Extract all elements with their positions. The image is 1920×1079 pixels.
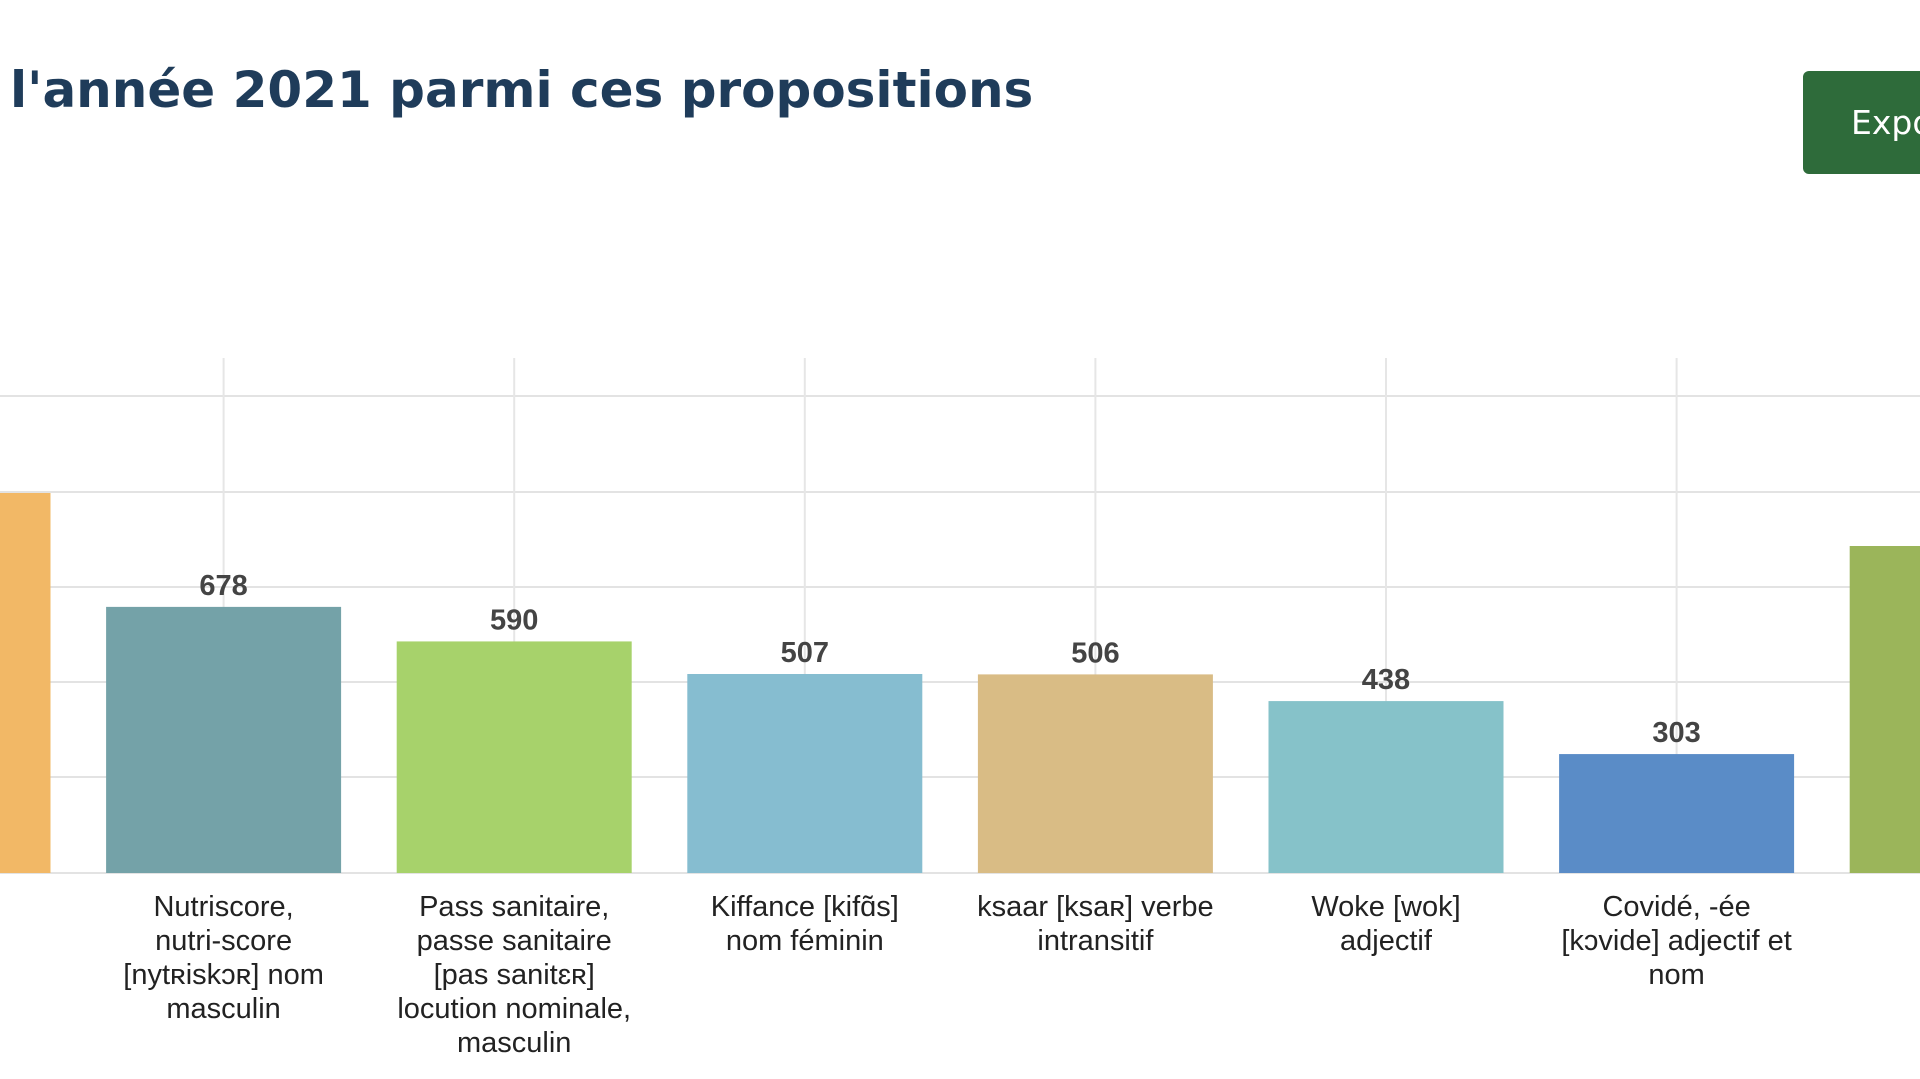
export-button[interactable]: Expo bbox=[1803, 71, 1920, 174]
bar bbox=[977, 674, 1213, 873]
bar-value-label: 590 bbox=[490, 604, 538, 636]
bar bbox=[1268, 701, 1504, 873]
x-tick-label: Pass sanitaire, passe sanitaire [pas sanit… bbox=[397, 891, 631, 1059]
bar bbox=[0, 493, 51, 873]
bar bbox=[106, 606, 342, 873]
bar-value-label: 506 bbox=[1071, 637, 1119, 669]
bar-value-label: 507 bbox=[781, 637, 829, 669]
page-title: l'année 2021 parmi ces propositions bbox=[10, 61, 1034, 119]
x-tick-label: Woke [wok] adjectif bbox=[1311, 891, 1460, 957]
x-tick-label: ksaar [ksaʀ] verbe intransitif bbox=[977, 891, 1214, 957]
chart-value-labels: 678 590 507 506 438 303 bbox=[199, 570, 1700, 749]
bar-value-label: 303 bbox=[1652, 717, 1700, 749]
x-tick-label: Covidé, -ée [kɔvide] adjectif et nom bbox=[1561, 891, 1792, 991]
bar bbox=[687, 674, 923, 873]
chart-x-labels: ellenlNutriscore,nutri-score[nytʀiskɔʀ] … bbox=[123, 891, 1792, 1059]
bar bbox=[1849, 546, 1920, 873]
bar-value-label: 438 bbox=[1362, 664, 1410, 696]
bar bbox=[1559, 754, 1795, 873]
x-tick-label: Kiffance [kifɑ̃s] nom féminin bbox=[711, 891, 899, 957]
chart-bars bbox=[0, 493, 1920, 873]
x-tick-label: Nutriscore, nutri-score [nytʀiskɔʀ] nom mas… bbox=[123, 891, 324, 1025]
bar-value-label: 678 bbox=[199, 570, 247, 602]
bar bbox=[396, 641, 632, 873]
